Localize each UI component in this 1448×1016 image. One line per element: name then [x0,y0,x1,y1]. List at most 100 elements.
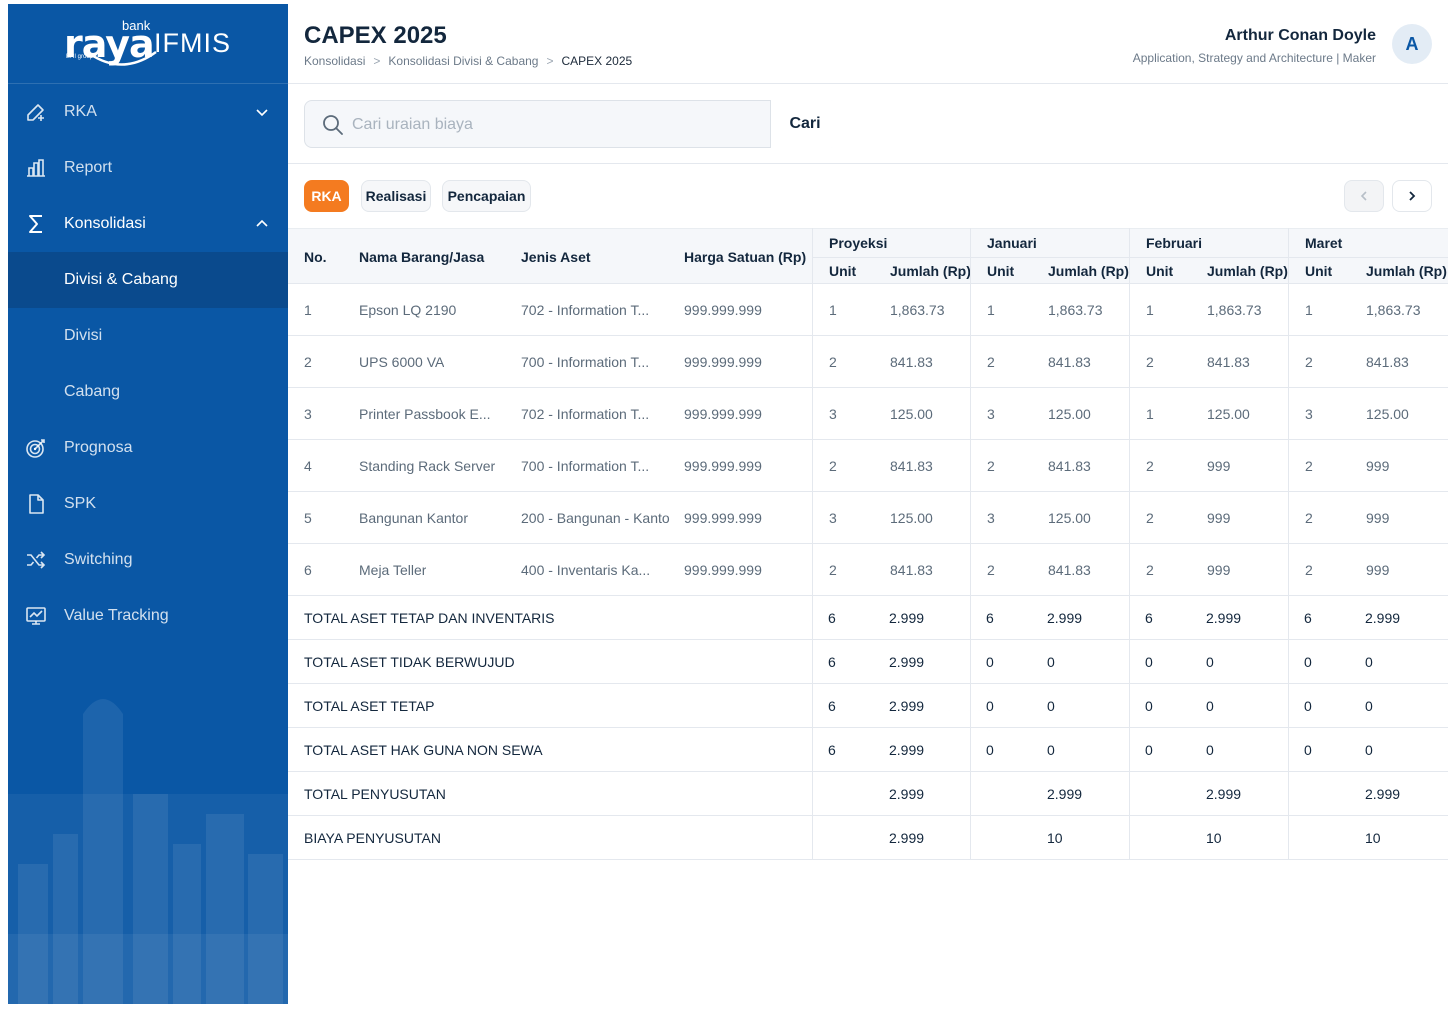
table-row[interactable]: 3 Printer Passbook E... 702 - Information … [288,388,1448,440]
total-jumlah: 10 [1365,830,1381,846]
cell-harga: 999.999.999 [684,302,762,318]
cell-nama: Printer Passbook E... [359,406,491,422]
target-icon [26,439,45,458]
sidebar-item-label: Prognosa [64,439,133,456]
total-jumlah: 2.999 [1206,610,1242,626]
cell-unit: 2 [1305,510,1313,526]
total-jumlah: 2.999 [889,654,925,670]
cell-unit: 2 [829,458,837,474]
column-header-unit: Unit [1305,263,1333,279]
cell-jumlah: 999 [1207,510,1231,526]
total-unit: 6 [828,698,836,714]
total-jumlah: 0 [1047,698,1055,714]
sidebar-item-divisi-cabang[interactable]: Divisi & Cabang [8,252,288,308]
cell-unit: 3 [829,406,837,422]
document-icon [29,494,44,514]
total-unit: 6 [828,610,836,626]
column-header-unit: Unit [829,263,857,279]
sidebar-item-cabang[interactable]: Cabang [8,364,288,420]
cell-jenis: 702 - Information T... [521,302,650,318]
total-label: TOTAL ASET TETAP DAN INVENTARIS [304,610,555,626]
total-jumlah: 2.999 [889,786,925,802]
sidebar-item-prognosa[interactable]: Prognosa [8,420,288,476]
search-button[interactable]: Cari [770,100,839,148]
cell-jumlah: 125.00 [1048,510,1091,526]
next-page-button[interactable] [1392,180,1432,212]
chevron-up-icon [256,219,268,227]
cell-unit: 2 [987,354,995,370]
total-row: TOTAL PENYUSUTAN 2.999 2.999 2.999 2.999 [288,772,1448,816]
cell-jumlah: 125.00 [890,510,933,526]
cell-unit: 2 [987,562,995,578]
sidebar-item-rka[interactable]: RKA [8,84,288,140]
column-group-januari: Januari [987,235,1037,251]
total-label: BIAYA PENYUSUTAN [304,830,441,846]
cell-harga: 999.999.999 [684,354,762,370]
cell-no: 1 [304,302,312,318]
table-row[interactable]: 5 Bangunan Kantor 200 - Bangunan - Kanto 99… [288,492,1448,544]
cell-jumlah: 841.83 [1048,458,1091,474]
total-unit: 6 [1145,610,1153,626]
sidebar-item-konsolidasi[interactable]: Konsolidasi [8,196,288,252]
page-title: CAPEX 2025 [304,22,447,49]
column-header-jumlah: Jumlah (Rp) [890,263,971,279]
app-logo[interactable]: bank raya IFMIS BRI group [8,4,288,84]
table-row[interactable]: 2 UPS 6000 VA 700 - Information T... 999.99… [288,336,1448,388]
cell-unit: 3 [987,510,995,526]
sidebar-item-divisi[interactable]: Divisi [8,308,288,364]
breadcrumb: Konsolidasi > Konsolidasi Divisi & Cabang >… [304,54,632,68]
total-jumlah: 2.999 [1365,610,1401,626]
sidebar-item-switching[interactable]: Switching [8,532,288,588]
cell-unit: 2 [1146,510,1154,526]
shuffle-icon [27,551,46,569]
chevron-right-icon [1409,191,1416,201]
user-role: Application, Strategy and Architecture |… [1132,51,1376,65]
breadcrumb-item-konsolidasi-divisi-cabang[interactable]: Konsolidasi Divisi & Cabang [388,54,539,68]
search-section: Cari [288,84,1448,164]
total-unit: 0 [1145,654,1153,670]
tab-pencapaian[interactable]: Pencapaian [442,180,531,212]
total-unit: 0 [986,742,994,758]
total-jumlah: 0 [1047,742,1055,758]
logo-bank-text: bank [122,18,151,33]
cell-unit: 1 [987,302,995,318]
cell-unit: 3 [987,406,995,422]
sidebar-item-report[interactable]: Report [8,140,288,196]
cell-jumlah: 1,863.73 [1048,302,1103,318]
cell-jumlah: 841.83 [1048,354,1091,370]
tab-rka[interactable]: RKA [304,180,349,212]
table-row[interactable]: 1 Epson LQ 2190 702 - Information T... 999.… [288,284,1448,336]
total-unit: 0 [1145,698,1153,714]
total-row: TOTAL ASET HAK GUNA NON SEWA 6 2.999 0 0 0 0 0 0 [288,728,1448,772]
tab-realisasi[interactable]: Realisasi [361,180,431,212]
cell-no: 4 [304,458,312,474]
total-jumlah: 2.999 [1206,786,1242,802]
cell-jumlah: 841.83 [890,354,933,370]
cell-jumlah: 841.83 [1366,354,1409,370]
user-name: Arthur Conan Doyle [1224,27,1376,44]
column-header-harga: Harga Satuan (Rp) [684,249,807,265]
page-header: CAPEX 2025 Konsolidasi > Konsolidasi Divis… [288,0,1448,84]
prev-page-button[interactable] [1344,180,1384,212]
total-jumlah: 2.999 [889,698,925,714]
breadcrumb-separator: > [546,54,554,68]
total-label: TOTAL ASET TETAP [304,698,435,714]
table-row[interactable]: 4 Standing Rack Server 700 - Information T… [288,440,1448,492]
sidebar-item-spk[interactable]: SPK [8,476,288,532]
breadcrumb-item-konsolidasi[interactable]: Konsolidasi [304,54,366,68]
search-bar: Cari [304,100,839,148]
sidebar-item-value-tracking[interactable]: Value Tracking [8,588,288,644]
cell-jenis: 700 - Information T... [521,458,650,474]
column-divider [970,228,971,860]
logo-group-text: BRI group [66,54,94,60]
breadcrumb-separator: > [373,54,381,68]
cell-nama: Epson LQ 2190 [359,302,457,318]
cell-jumlah: 999 [1366,562,1390,578]
cell-nama: Standing Rack Server [359,458,496,474]
total-unit: 0 [1304,654,1312,670]
avatar[interactable]: A [1392,24,1432,64]
cell-jumlah: 125.00 [1207,406,1250,422]
total-unit: 0 [1145,742,1153,758]
table-row[interactable]: 6 Meja Teller 400 - Inventaris Ka... 999.99… [288,544,1448,596]
search-input[interactable] [352,113,752,137]
